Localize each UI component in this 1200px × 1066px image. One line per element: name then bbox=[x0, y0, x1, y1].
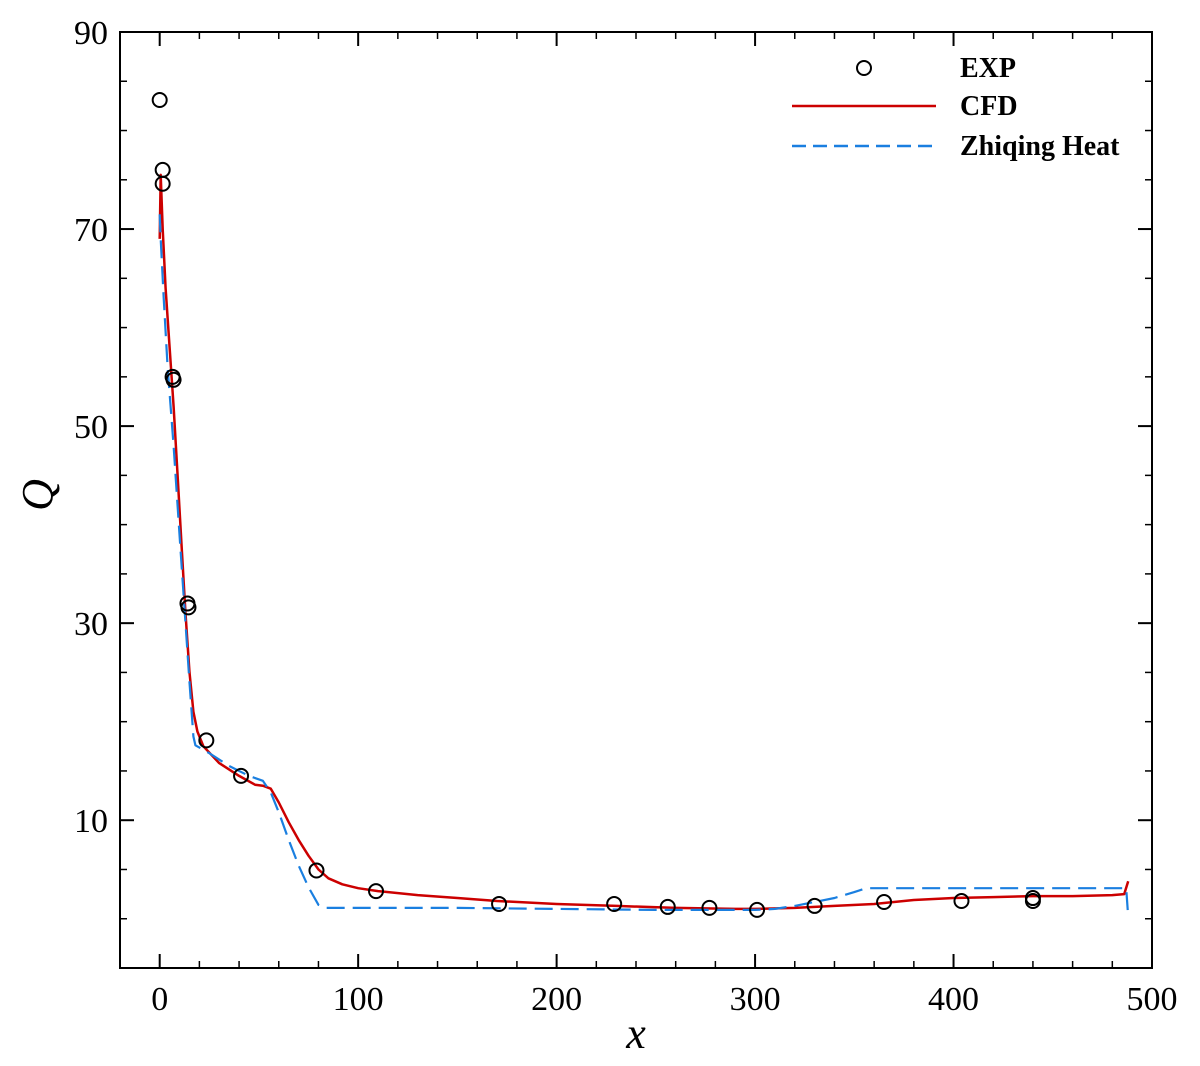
exp-data-point bbox=[749, 901, 766, 918]
exp-data-point bbox=[953, 893, 970, 910]
markers-layer bbox=[151, 91, 1041, 918]
exp-data-point bbox=[876, 893, 893, 910]
tick-labels: 0 100 200 300 400 500 10 30 50 70 90 bbox=[74, 15, 1178, 1018]
exp-data-point bbox=[154, 161, 171, 178]
exp-data-point bbox=[151, 91, 168, 108]
exp-data-point bbox=[701, 899, 718, 916]
y-tick-label: 70 bbox=[74, 212, 108, 249]
x-tick-label: 300 bbox=[730, 981, 781, 1018]
x-tick-label: 100 bbox=[333, 981, 384, 1018]
y-axis-title: Q bbox=[13, 479, 62, 511]
exp-data-point bbox=[180, 599, 197, 616]
exp-data-point bbox=[606, 895, 623, 912]
plot-frame bbox=[119, 31, 1153, 969]
major-ticks bbox=[120, 31, 1153, 968]
x-tick-label: 0 bbox=[151, 981, 168, 1018]
x-tick-label: 400 bbox=[928, 981, 979, 1018]
exp-data-point bbox=[659, 898, 676, 915]
exp-data-point bbox=[233, 767, 250, 784]
exp-data-point bbox=[368, 883, 385, 900]
x-axis-title: x bbox=[625, 1009, 646, 1058]
y-tick-label: 50 bbox=[74, 409, 108, 446]
exp-data-point bbox=[165, 371, 182, 388]
legend-marker-exp bbox=[856, 60, 872, 76]
exp-data-point bbox=[491, 895, 508, 912]
exp-data-point bbox=[806, 897, 823, 914]
y-tick-label: 30 bbox=[74, 606, 108, 643]
exp-data-point bbox=[308, 862, 325, 879]
x-tick-label: 500 bbox=[1127, 981, 1178, 1018]
y-tick-label: 10 bbox=[74, 803, 108, 840]
minor-ticks bbox=[119, 32, 1152, 968]
exp-data-point bbox=[198, 732, 215, 749]
legend-label-exp: EXP bbox=[960, 53, 1016, 84]
cfd-line bbox=[158, 173, 1130, 911]
exp-data-point bbox=[154, 175, 171, 192]
legend: EXP CFD Zhiqing Heat bbox=[792, 53, 1120, 162]
series-layer bbox=[158, 173, 1130, 917]
legend-label-cfd: CFD bbox=[960, 91, 1018, 122]
y-tick-label: 90 bbox=[74, 15, 108, 52]
legend-label-zhiqing-heat: Zhiqing Heat bbox=[960, 131, 1120, 162]
x-tick-label: 200 bbox=[531, 981, 582, 1018]
zhiqing-heat-line bbox=[158, 214, 1130, 917]
exp-data-point bbox=[1024, 893, 1041, 910]
